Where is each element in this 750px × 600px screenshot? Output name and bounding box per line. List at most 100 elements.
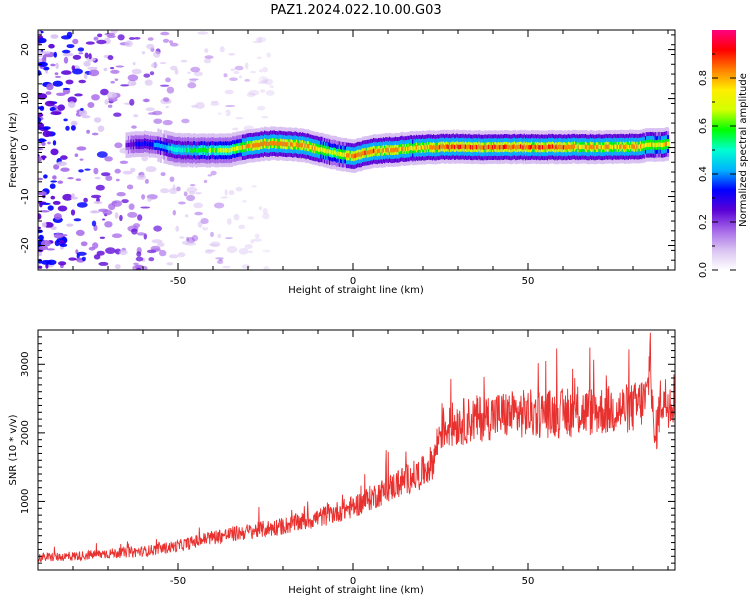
- spectrogram-ridge-cell: [265, 141, 268, 146]
- x-tick-label: -50: [170, 576, 186, 587]
- spectrogram-noise-cell: [259, 89, 266, 93]
- spectrogram-noise-cell: [239, 75, 242, 79]
- spectrogram-noise-cell: [170, 42, 179, 47]
- spectrogram-noise-cell: [159, 62, 167, 64]
- spectrogram-ridge-cell: [390, 147, 393, 153]
- spectrogram-ridge-cell: [622, 144, 626, 149]
- spectrogram-ridge-cell: [341, 152, 344, 157]
- spectrogram-ridge-cell: [205, 148, 208, 153]
- spectrogram-ridge-cell: [168, 146, 171, 151]
- spectrogram-noise-cell: [38, 117, 42, 123]
- spectrogram-ridge-cell: [304, 143, 307, 148]
- spectrogram-ridge-cell: [529, 145, 532, 150]
- spectrogram-ridge-cell: [348, 153, 351, 158]
- spectrogram-noise-cell: [244, 78, 250, 82]
- spectrogram-ridge-cell: [436, 144, 439, 150]
- spectrogram-ridge-cell: [226, 148, 229, 153]
- spectrogram-ridge-cell: [216, 148, 219, 153]
- spectrogram-ridge-cell: [523, 144, 526, 149]
- spectrogram-ridge-cell: [516, 145, 519, 150]
- spectrogram-ridge-cell: [309, 145, 312, 150]
- spectrogram-ridge-cell: [170, 146, 173, 151]
- spectrogram-noise-cell: [38, 265, 43, 269]
- spectrogram-noise-cell: [218, 258, 223, 262]
- spectrogram-noise-cell: [126, 184, 134, 190]
- spectrogram-ridge-cell: [539, 145, 542, 150]
- spectrogram-ridge-cell: [353, 154, 356, 159]
- spectrogram-noise-cell: [99, 236, 105, 239]
- spectrogram-noise-cell: [98, 208, 109, 212]
- spectrogram-ridge-cell: [316, 146, 319, 151]
- spectrogram-xlabel: Height of straight line (km): [288, 285, 424, 296]
- spectrogram-noise-cell: [151, 62, 158, 68]
- spectrogram-panel: -50 0 50 -20 -10 0 10 20 Height of straight lin…: [8, 29, 676, 296]
- spectrogram-ridge-cell: [203, 147, 207, 153]
- spectrogram-noise-cell: [97, 33, 103, 38]
- spectrogram-noise-cell: [38, 156, 43, 162]
- spectrogram-noise-cell: [86, 129, 90, 134]
- x-tick-label: 50: [522, 276, 535, 287]
- spectrogram-noise-cell: [186, 186, 198, 193]
- spectrogram-ridge-cell: [255, 142, 258, 148]
- spectrogram-ridge-cell: [517, 144, 520, 150]
- spectrogram-ridge-cell: [207, 147, 210, 153]
- spectrogram-ridge-cell: [337, 151, 340, 156]
- spectrogram-noise-cell: [98, 261, 109, 266]
- spectrogram-noise-cell: [38, 122, 45, 129]
- spectrogram-ridge-cell: [451, 144, 454, 149]
- spectrogram-ridge-cell: [544, 145, 547, 150]
- spectrogram-noise-cell: [67, 177, 74, 180]
- spectrogram-ridge-cell: [272, 140, 275, 146]
- spectrogram-ridge-cell: [277, 142, 280, 147]
- spectrogram-noise-cell: [242, 200, 247, 203]
- spectrogram-noise-cell: [136, 174, 146, 180]
- spectrogram-noise-cell: [262, 212, 270, 220]
- spectrogram-noise-cell: [131, 125, 137, 129]
- spectrogram-noise-cell: [57, 180, 64, 184]
- spectrogram-ridge-cell: [145, 141, 148, 146]
- spectrogram-ridge-cell: [489, 145, 492, 150]
- spectrogram-ridge-cell: [562, 145, 565, 150]
- spectrogram-ridge-cell: [553, 144, 556, 150]
- spectrogram-ridge-cell: [593, 145, 596, 150]
- spectrogram-ridge-cell: [270, 140, 273, 146]
- spectrogram-noise-cell: [166, 262, 174, 266]
- spectrogram-ridge-cell: [534, 144, 537, 150]
- spectrogram-ridge-cell: [382, 147, 385, 153]
- spectrogram-ridge-cell: [461, 144, 464, 150]
- spectrogram-noise-cell: [133, 114, 139, 118]
- spectrogram-ridge-cell: [246, 143, 249, 149]
- spectrogram-noise-cell: [224, 189, 228, 196]
- spectrogram-ridge-cell: [597, 144, 600, 150]
- spectrogram-ridge-cell: [399, 146, 403, 152]
- spectrogram-noise-cell: [91, 210, 98, 214]
- spectrogram-ridge-cell: [614, 144, 617, 149]
- spectrogram-ridge-cell: [315, 146, 318, 151]
- spectrogram-noise-cell: [57, 104, 65, 111]
- spectrogram-ridge-cell: [338, 151, 341, 157]
- spectrogram-noise-cell: [203, 179, 208, 184]
- spectrogram-ridge-cell: [154, 142, 158, 148]
- spectrogram-ridge-cell: [528, 145, 531, 150]
- spectrogram-ridge-cell: [576, 144, 579, 149]
- spectrogram-ridge-cell: [505, 144, 508, 149]
- spectrogram-noise-cell: [42, 155, 46, 161]
- spectrogram-ridge-cell: [163, 144, 166, 150]
- spectrogram-ridge-cell: [652, 142, 655, 147]
- spectrogram-noise-cell: [189, 78, 199, 81]
- spectrogram-noise-cell: [217, 112, 223, 115]
- spectrogram-noise-cell: [229, 77, 238, 81]
- spectrogram-ridge-cell: [408, 146, 411, 151]
- spectrogram-ridge-cell: [573, 144, 577, 149]
- spectrogram-noise-cell: [48, 43, 55, 49]
- spectrogram-ridge-cell: [571, 144, 574, 149]
- spectrogram-ridge-cell: [456, 143, 459, 149]
- spectrogram-noise-cell: [233, 213, 240, 221]
- spectrogram-ridge-cell: [177, 147, 180, 152]
- spectrogram-ridge-cell: [444, 145, 447, 150]
- spectrogram-noise-cell: [151, 239, 163, 244]
- spectrogram-ridge-cell: [227, 147, 230, 153]
- spectrogram-ridge-cell: [616, 144, 619, 149]
- spectrogram-noise-cell: [124, 40, 133, 47]
- spectrogram-ridge-cell: [641, 144, 644, 149]
